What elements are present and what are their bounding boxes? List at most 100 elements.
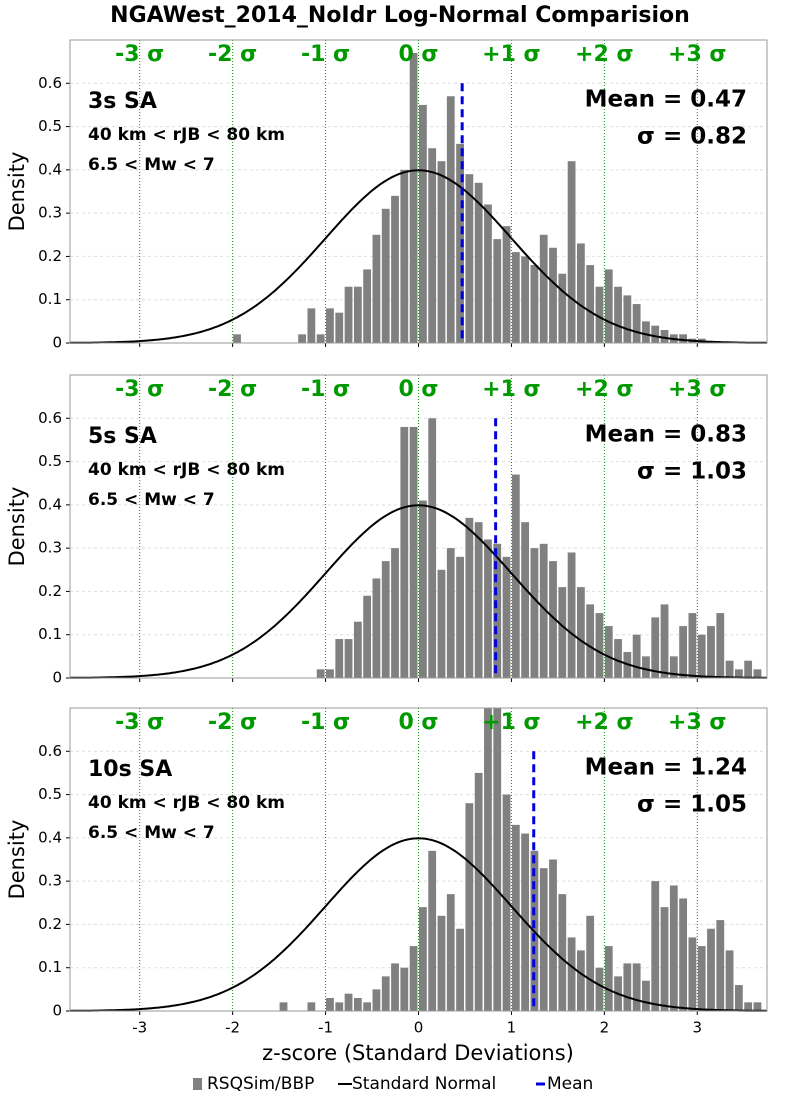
bar xyxy=(353,998,362,1011)
sd-label: σ = 1.03 xyxy=(637,459,747,485)
sd-label: σ = 1.05 xyxy=(637,792,747,818)
sigma-label: 0 σ xyxy=(398,377,438,402)
bar xyxy=(298,334,306,343)
bar xyxy=(233,334,241,343)
y-tick-label: 0.3 xyxy=(38,539,62,557)
bar xyxy=(372,989,381,1011)
bar xyxy=(400,426,409,678)
legend-label: Mean xyxy=(547,1074,593,1094)
bar xyxy=(511,252,520,343)
normal-curve xyxy=(70,169,767,344)
bar xyxy=(474,772,483,1011)
x-tick-label: -3 xyxy=(132,1019,147,1037)
bar xyxy=(409,426,418,678)
bar xyxy=(391,548,399,678)
sigma-label: +3 σ xyxy=(668,42,727,67)
bar xyxy=(400,169,409,343)
bar xyxy=(307,308,316,343)
bar xyxy=(502,794,511,1011)
bar xyxy=(604,626,613,678)
bar xyxy=(679,626,688,678)
bar xyxy=(279,1002,288,1011)
bar xyxy=(576,243,585,343)
x-tick-label: 1 xyxy=(507,1019,517,1037)
bar xyxy=(493,543,502,678)
y-tick-label: 0.3 xyxy=(38,872,62,890)
bar xyxy=(660,907,669,1011)
bar xyxy=(651,617,660,678)
bar xyxy=(539,868,548,1011)
bar xyxy=(623,963,632,1011)
sigma-label: -3 σ xyxy=(115,710,164,735)
bar xyxy=(353,621,362,678)
bar xyxy=(632,634,641,678)
bar xyxy=(437,915,446,1011)
bar xyxy=(511,824,520,1011)
x-tick-label: 2 xyxy=(600,1019,610,1037)
bar xyxy=(400,967,409,1011)
bar xyxy=(484,708,492,1011)
bars xyxy=(279,708,762,1011)
sigma-label: -3 σ xyxy=(115,377,164,402)
bar xyxy=(344,286,353,343)
sigma-label: +2 σ xyxy=(575,377,634,402)
distance-label: 40 km < rJB < 80 km xyxy=(88,460,285,480)
plot-frame xyxy=(69,374,768,679)
x-tick-label: -2 xyxy=(225,1019,240,1037)
bar xyxy=(586,265,595,343)
bar xyxy=(474,522,483,678)
sigma-label: -2 σ xyxy=(208,377,257,402)
bar xyxy=(586,604,595,678)
distance-label: 40 km < rJB < 80 km xyxy=(88,125,285,145)
bar xyxy=(372,234,381,343)
bar xyxy=(521,256,530,343)
bars xyxy=(233,52,706,343)
bar xyxy=(446,894,455,1011)
bar xyxy=(549,561,557,678)
bar xyxy=(316,334,325,343)
period-label: 3s SA xyxy=(88,89,157,114)
sigma-label: -3 σ xyxy=(115,42,164,67)
bar xyxy=(604,269,613,343)
mean-label: Mean = 0.83 xyxy=(585,422,747,448)
bar xyxy=(465,174,474,343)
bar xyxy=(595,613,604,678)
panel: 0 0.1 0.2 0.3 0.4 0.5 0.6 -3 -2 -1 0 1 2 3 -3 σ -2 σ -1 … xyxy=(5,707,768,1037)
bar xyxy=(744,1002,753,1011)
sigma-label: +1 σ xyxy=(482,710,541,735)
bar xyxy=(669,885,678,1011)
bar xyxy=(419,104,427,343)
y-tick-label: 0 xyxy=(52,669,62,687)
y-tick-label: 0.4 xyxy=(38,495,62,513)
bar xyxy=(586,915,595,1011)
y-axis-label: Density xyxy=(5,152,29,232)
bar xyxy=(558,273,567,343)
legend-swatch xyxy=(193,1078,202,1090)
mean-label: Mean = 0.47 xyxy=(585,87,747,113)
bar xyxy=(428,850,437,1011)
bar xyxy=(623,295,632,343)
y-tick-label: 0.2 xyxy=(38,582,62,600)
y-tick-label: 0 xyxy=(52,334,62,352)
bar xyxy=(381,208,390,343)
bar xyxy=(679,898,688,1011)
bar xyxy=(493,239,502,343)
y-tick-label: 0.6 xyxy=(38,409,62,427)
bar xyxy=(539,543,548,678)
y-tick-label: 0.6 xyxy=(38,742,62,760)
y-tick-label: 0.5 xyxy=(38,452,62,470)
y-tick-label: 0.1 xyxy=(38,290,62,308)
bar xyxy=(344,639,353,678)
bar xyxy=(632,304,641,343)
sigma-label: +3 σ xyxy=(668,377,727,402)
sigma-label: -1 σ xyxy=(301,42,350,67)
plot-frame xyxy=(69,39,768,344)
bar xyxy=(391,963,399,1011)
bar xyxy=(567,937,576,1011)
bar xyxy=(744,660,753,678)
bar xyxy=(484,204,492,343)
bar xyxy=(307,1002,316,1011)
bar xyxy=(576,950,585,1011)
y-tick-label: 0.6 xyxy=(38,74,62,92)
